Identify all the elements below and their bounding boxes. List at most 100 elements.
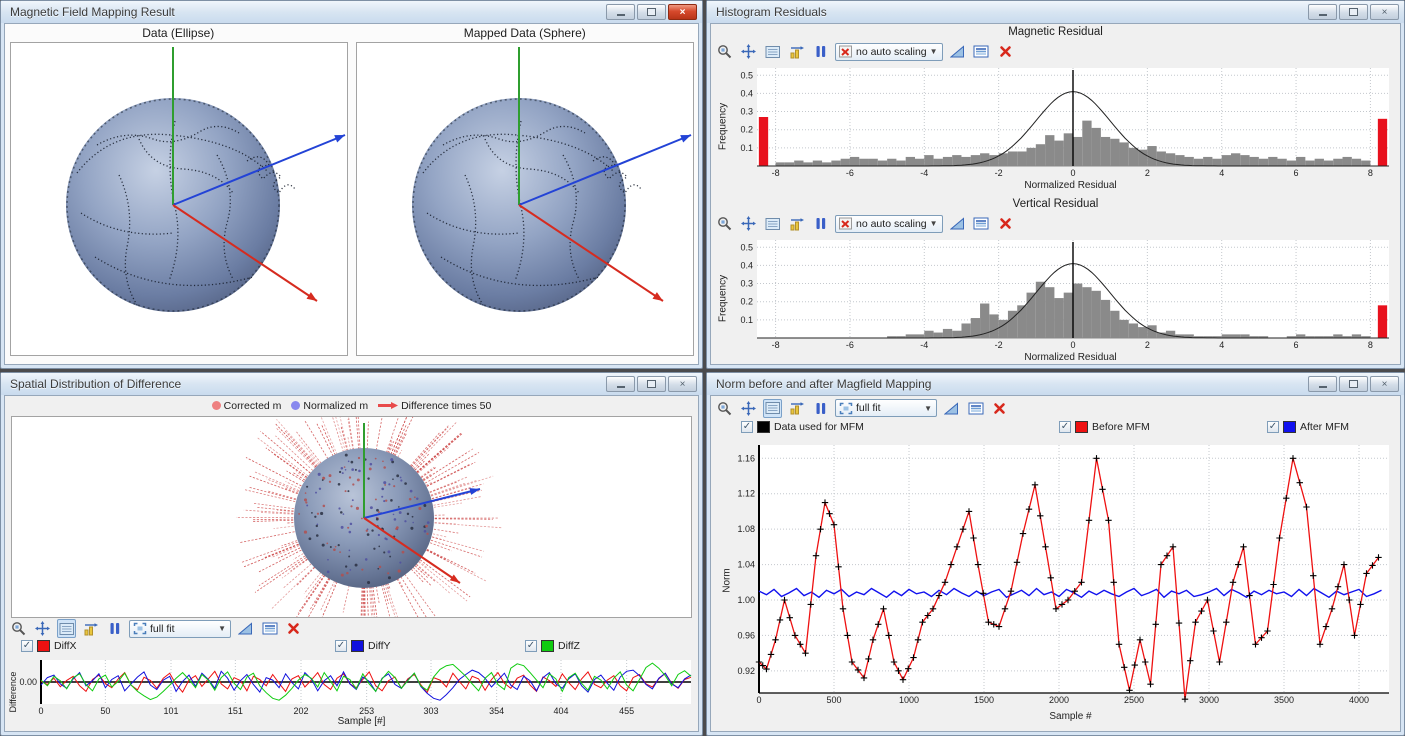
magnetic-residual-plot[interactable]: -8 -6 -4 -2 0 2 4 6 8 0.1 0.2 0.3 0.4 0.5 [717,62,1399,180]
before-mfm-toggle[interactable]: ✓ Before MFM [1059,420,1150,433]
zoom-icon[interactable] [9,619,28,638]
clear-icon[interactable] [284,619,303,638]
diffx-toggle[interactable]: ✓ DiffX [21,639,77,652]
svg-text:0.5: 0.5 [740,70,753,80]
norm-plot[interactable]: 0 500 1000 1500 2000 2500 3000 3500 4000 0.92 0.96… [717,439,1399,711]
pan-icon[interactable] [739,214,758,233]
zoom-icon[interactable] [715,399,734,418]
levels-icon[interactable] [966,399,985,418]
slope-icon[interactable] [942,399,961,418]
axes-icon[interactable] [787,42,806,61]
close-icon[interactable]: × [668,4,697,20]
ellipse-data-plot[interactable] [10,42,348,356]
slope-icon[interactable] [948,42,967,61]
svg-text:8: 8 [1368,168,1373,178]
svg-text:0.5: 0.5 [740,242,753,252]
svg-text:354: 354 [489,706,504,716]
clear-icon[interactable] [990,399,1009,418]
mapped-sphere-plot[interactable] [356,42,694,356]
chevron-down-icon[interactable]: ▼ [218,624,226,633]
chevron-down-icon[interactable]: ▼ [929,219,938,228]
zoom-icon[interactable] [715,42,734,61]
diffz-toggle[interactable]: ✓ DiffZ [525,639,580,652]
data-used-toggle[interactable]: ✓ Data used for MFM [741,420,864,433]
legend-icon[interactable] [763,398,782,418]
svg-text:2: 2 [1145,340,1150,350]
series-color-swatch [37,640,50,652]
svg-text:202: 202 [293,706,308,716]
restore-icon[interactable] [1339,4,1368,20]
checkbox-checked-icon[interactable]: ✓ [741,420,753,433]
minimize-icon[interactable] [606,4,635,20]
graph-toolbar: no auto scaling ▼ [711,213,1400,234]
restore-icon[interactable] [1339,376,1368,392]
pause-icon[interactable] [105,619,124,638]
difference-plot[interactable]: 0 50 101 151 202 253 303 354 404 455 0.00 [11,658,697,716]
levels-icon[interactable] [260,619,279,638]
svg-text:8: 8 [1368,340,1373,350]
after-mfm-toggle[interactable]: ✓ After MFM [1267,420,1349,433]
svg-text:0.96: 0.96 [737,630,755,640]
svg-text:0: 0 [1070,340,1075,350]
minimize-icon[interactable] [606,376,635,392]
legend-icon[interactable] [763,214,782,233]
pan-icon[interactable] [739,42,758,61]
magnetic-residual-title: Magnetic Residual [1008,26,1103,38]
clear-icon[interactable] [996,42,1015,61]
spatial-3d-plot[interactable] [11,396,692,647]
scale-mode-value: no auto scaling [856,45,927,58]
legend-icon[interactable] [57,619,76,638]
pan-icon[interactable] [33,619,52,638]
diffy-toggle[interactable]: ✓ DiffY [335,639,391,652]
svg-text:404: 404 [553,706,568,716]
titlebar-histograms[interactable]: Histogram Residuals × [707,1,1404,23]
checkbox-checked-icon[interactable]: ✓ [1267,420,1279,433]
chevron-down-icon[interactable]: ▼ [924,403,932,413]
scale-mode-value: no auto scaling [856,217,927,230]
axes-icon[interactable] [787,214,806,233]
minimize-icon[interactable] [1308,376,1337,392]
histograms-content: Magnetic Residual no auto scaling ▼ Frequ… [710,23,1401,365]
titlebar-mapping[interactable]: Magnetic Field Mapping Result × [1,1,702,23]
checkbox-checked-icon[interactable]: ✓ [335,639,347,652]
close-icon[interactable]: × [668,376,697,392]
restore-icon[interactable] [637,4,666,20]
pause-icon[interactable] [811,42,830,61]
pause-icon[interactable] [811,399,830,418]
titlebar-spatial[interactable]: Spatial Distribution of Difference × [1,373,702,395]
scale-mode-value: full fit [150,622,175,635]
axes-icon[interactable] [81,619,100,638]
z-axis-blue [518,134,692,206]
chevron-down-icon[interactable]: ▼ [929,47,938,56]
pause-icon[interactable] [811,214,830,233]
scale-mode-dropdown[interactable]: no auto scaling ▼ [835,42,943,61]
slope-icon[interactable] [948,214,967,233]
slope-icon[interactable] [236,619,255,638]
levels-icon[interactable] [972,214,991,233]
scale-mode-dropdown[interactable]: full fit ▼ [835,399,937,417]
series-color-swatch [541,640,554,652]
red-arrowhead [652,292,663,301]
close-icon[interactable]: × [1370,376,1399,392]
window-histogram-residuals: Histogram Residuals × Magnetic Residual … [706,0,1405,369]
checkbox-checked-icon[interactable]: ✓ [1059,420,1071,433]
legend-icon[interactable] [763,42,782,61]
restore-icon[interactable] [637,376,666,392]
checkbox-checked-icon[interactable]: ✓ [21,639,33,652]
svg-text:3500: 3500 [1274,695,1294,705]
blue-dot-icon [291,401,301,410]
checkbox-checked-icon[interactable]: ✓ [525,639,537,652]
vertical-residual-plot[interactable]: -8 -6 -4 -2 0 2 4 6 8 0.1 0.2 0.3 0.4 0.5 [717,234,1399,352]
svg-text:0.1: 0.1 [740,315,753,325]
series-color-swatch [1075,421,1088,433]
pan-icon[interactable] [739,399,758,418]
close-icon[interactable]: × [1370,4,1399,20]
levels-icon[interactable] [972,42,991,61]
zoom-icon[interactable] [715,214,734,233]
scale-mode-dropdown[interactable]: no auto scaling ▼ [835,214,943,233]
scale-mode-dropdown[interactable]: full fit ▼ [129,619,231,638]
titlebar-norm[interactable]: Norm before and after Magfield Mapping × [707,373,1404,395]
axes-icon[interactable] [787,399,806,418]
clear-icon[interactable] [996,214,1015,233]
minimize-icon[interactable] [1308,4,1337,20]
